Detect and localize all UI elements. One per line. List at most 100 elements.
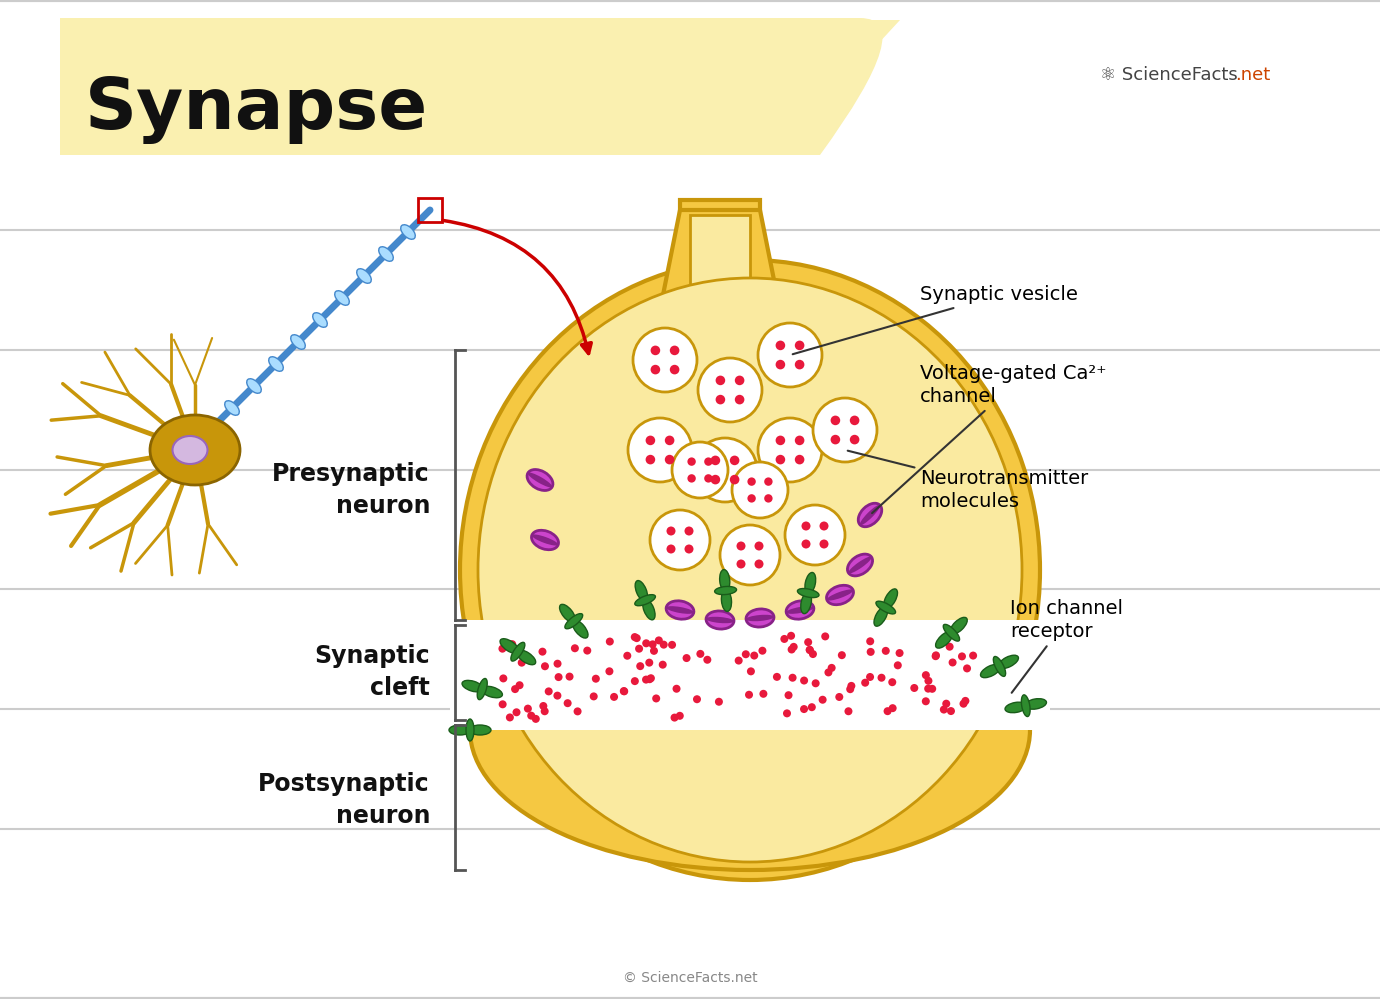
Circle shape	[759, 646, 766, 654]
Circle shape	[665, 436, 675, 446]
Circle shape	[788, 673, 796, 681]
Circle shape	[867, 637, 874, 645]
Circle shape	[922, 671, 930, 679]
Text: Presynaptic
neuron: Presynaptic neuron	[272, 463, 431, 517]
Circle shape	[755, 559, 763, 568]
Circle shape	[755, 541, 763, 550]
Circle shape	[838, 651, 846, 659]
Ellipse shape	[400, 225, 415, 240]
Circle shape	[765, 478, 773, 486]
Circle shape	[759, 690, 767, 698]
Ellipse shape	[667, 600, 694, 619]
Circle shape	[776, 436, 785, 446]
Circle shape	[538, 647, 546, 655]
Ellipse shape	[269, 357, 283, 372]
Circle shape	[650, 647, 658, 655]
Circle shape	[635, 644, 643, 652]
Circle shape	[693, 695, 701, 703]
Ellipse shape	[858, 503, 882, 526]
Ellipse shape	[471, 590, 1029, 870]
Circle shape	[780, 635, 788, 643]
Circle shape	[650, 510, 709, 570]
Circle shape	[731, 462, 788, 518]
Circle shape	[720, 525, 780, 585]
Circle shape	[894, 661, 901, 669]
Circle shape	[846, 685, 854, 693]
Circle shape	[553, 659, 562, 667]
Circle shape	[508, 640, 516, 648]
Circle shape	[747, 667, 755, 675]
Circle shape	[795, 455, 805, 465]
Circle shape	[742, 650, 749, 658]
Circle shape	[646, 436, 656, 446]
Bar	[480, 625, 930, 705]
Ellipse shape	[477, 278, 1023, 862]
Circle shape	[867, 648, 875, 656]
Circle shape	[716, 395, 726, 405]
Circle shape	[676, 712, 683, 720]
Ellipse shape	[883, 588, 897, 608]
Ellipse shape	[172, 436, 207, 464]
Ellipse shape	[500, 638, 519, 653]
Ellipse shape	[469, 725, 491, 735]
Circle shape	[668, 640, 676, 648]
Ellipse shape	[800, 592, 811, 613]
Circle shape	[646, 455, 656, 465]
Ellipse shape	[860, 504, 880, 525]
Ellipse shape	[707, 611, 734, 629]
Circle shape	[758, 418, 822, 482]
Circle shape	[828, 664, 836, 672]
Circle shape	[963, 664, 972, 672]
Circle shape	[889, 704, 897, 712]
Ellipse shape	[994, 656, 1006, 676]
Ellipse shape	[150, 415, 240, 485]
Circle shape	[821, 632, 829, 640]
Circle shape	[553, 691, 562, 699]
Text: ⚛ ScienceFacts: ⚛ ScienceFacts	[1100, 66, 1238, 84]
Ellipse shape	[876, 601, 896, 614]
Circle shape	[943, 699, 951, 707]
Circle shape	[642, 639, 650, 647]
Circle shape	[711, 456, 720, 466]
Circle shape	[947, 707, 955, 715]
Circle shape	[693, 438, 758, 502]
Ellipse shape	[247, 379, 261, 394]
Circle shape	[606, 637, 614, 645]
Circle shape	[646, 675, 654, 683]
Circle shape	[850, 416, 860, 426]
Ellipse shape	[849, 556, 872, 573]
Circle shape	[698, 358, 762, 422]
Circle shape	[883, 707, 891, 715]
Circle shape	[758, 323, 822, 387]
Ellipse shape	[378, 247, 393, 262]
Circle shape	[658, 660, 667, 668]
Circle shape	[800, 705, 809, 713]
Ellipse shape	[313, 313, 327, 328]
Ellipse shape	[511, 642, 524, 661]
Text: Synaptic
cleft: Synaptic cleft	[315, 644, 431, 700]
Text: © ScienceFacts.net: © ScienceFacts.net	[622, 971, 758, 985]
Circle shape	[669, 365, 679, 375]
Circle shape	[734, 656, 742, 664]
Ellipse shape	[667, 606, 694, 613]
Circle shape	[776, 455, 785, 465]
Circle shape	[795, 436, 805, 446]
Ellipse shape	[482, 686, 502, 697]
Circle shape	[737, 541, 745, 550]
Ellipse shape	[998, 655, 1018, 668]
Ellipse shape	[448, 725, 471, 735]
Circle shape	[628, 418, 691, 482]
Ellipse shape	[722, 589, 731, 611]
Circle shape	[847, 682, 856, 690]
Ellipse shape	[516, 650, 535, 664]
Circle shape	[789, 643, 798, 651]
Bar	[690, 215, 749, 315]
Circle shape	[745, 690, 753, 698]
Ellipse shape	[847, 554, 872, 575]
Circle shape	[672, 442, 729, 498]
Circle shape	[632, 634, 640, 642]
Ellipse shape	[798, 588, 818, 597]
Circle shape	[574, 707, 581, 715]
Circle shape	[531, 715, 540, 723]
Circle shape	[589, 692, 598, 700]
